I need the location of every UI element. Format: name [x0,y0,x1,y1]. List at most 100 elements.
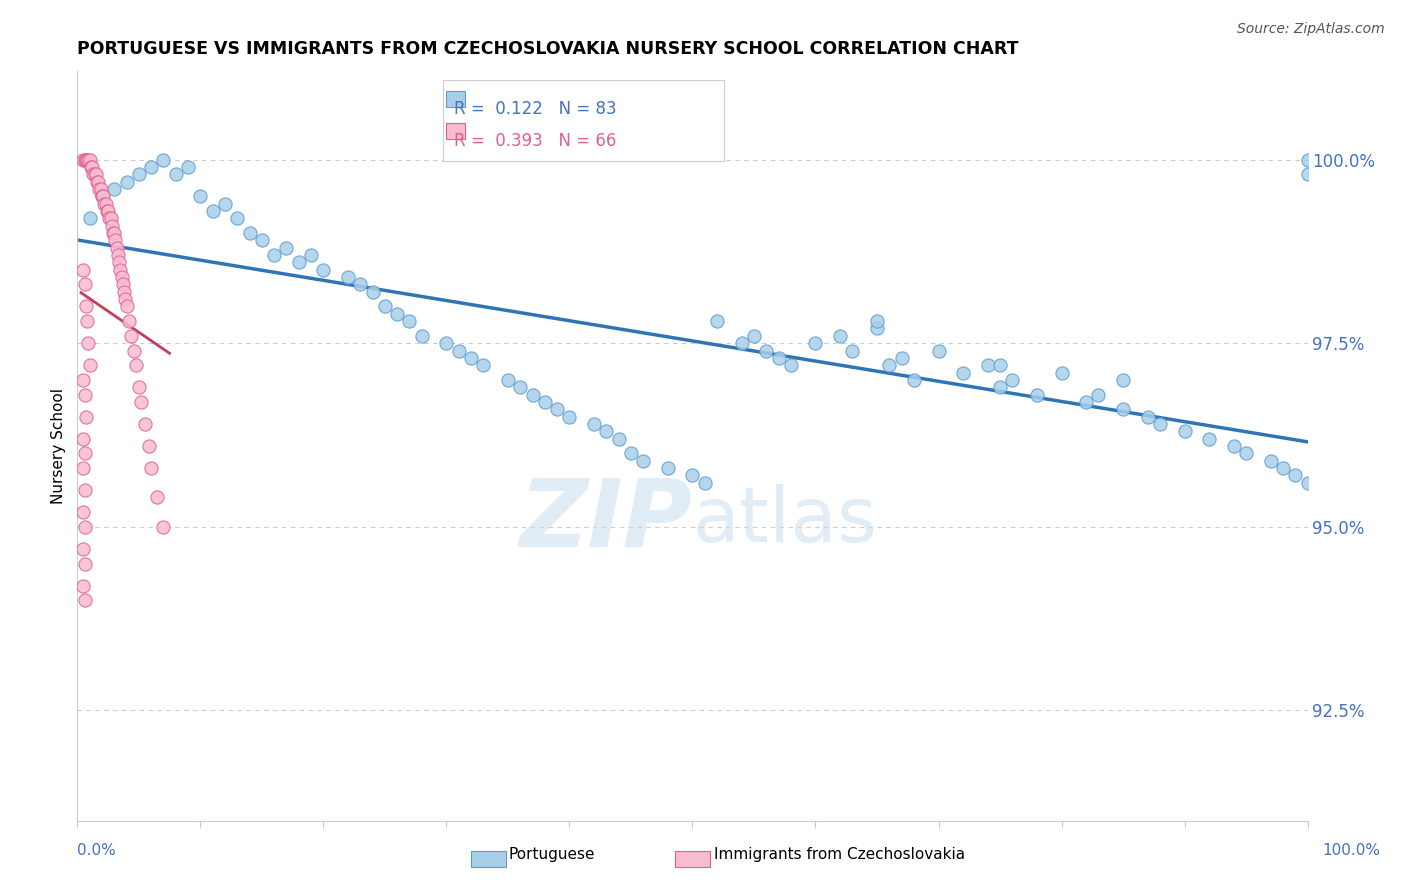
Point [72,153,94,167]
Point [111,277,134,292]
Point [128,167,150,181]
Point [72,373,94,387]
Text: atlas: atlas [693,484,877,558]
Point [1296,167,1319,181]
Point [86,175,108,189]
Point [1087,387,1109,401]
Point [988,380,1011,394]
Point [780,358,803,372]
Point [73,520,96,534]
Point [80,160,103,174]
Point [114,292,136,306]
Point [107,248,129,262]
Point [682,468,704,483]
Point [385,307,409,321]
Point [82,160,104,174]
Point [72,505,94,519]
Point [633,453,655,467]
Point [87,175,110,189]
Point [111,270,132,285]
Point [1198,432,1220,446]
Point [91,189,114,203]
Point [866,314,889,328]
Point [1112,373,1135,387]
Text: 100.0%: 100.0% [1323,843,1381,857]
Point [903,373,925,387]
Point [1296,153,1319,167]
Point [226,211,249,226]
Point [101,219,124,233]
Point [129,395,153,409]
Point [349,277,371,292]
Point [141,160,163,174]
Point [546,402,568,417]
Point [768,351,790,365]
Point [558,409,581,424]
Point [122,343,145,358]
Point [411,328,433,343]
Point [1223,439,1246,453]
Text: Immigrants from Czechoslovakia: Immigrants from Czechoslovakia [714,847,966,862]
Point [1076,395,1098,409]
Point [928,343,950,358]
Point [472,358,495,372]
Point [1112,402,1135,417]
Point [108,255,131,269]
Point [90,189,114,203]
Point [693,475,716,490]
Point [201,203,224,218]
Point [214,196,236,211]
Point [1284,468,1306,483]
Point [90,189,114,203]
Point [89,182,111,196]
Point [77,153,100,167]
Point [73,387,96,401]
Point [1174,425,1197,439]
Point [75,153,97,167]
Point [496,373,519,387]
Point [731,336,754,351]
Text: 0.0%: 0.0% [77,843,117,857]
Text: ZIP: ZIP [520,475,693,567]
Point [97,203,120,218]
Point [98,211,121,226]
Point [72,578,94,592]
Point [103,226,125,240]
Point [100,211,122,226]
Point [522,387,544,401]
Point [534,395,557,409]
Y-axis label: Nursery School: Nursery School [51,388,66,504]
Point [620,446,643,460]
Point [804,336,827,351]
Point [312,262,335,277]
Point [128,380,150,394]
Point [977,358,1000,372]
Point [112,285,135,299]
Point [141,461,163,475]
Point [72,262,94,277]
Point [398,314,420,328]
Point [1296,475,1319,490]
Point [73,483,96,497]
Point [72,541,94,556]
Point [706,314,728,328]
Point [75,409,97,424]
Point [1149,417,1171,431]
Point [72,461,94,475]
Point [93,196,115,211]
Point [73,153,96,167]
Point [595,425,617,439]
Point [82,167,104,181]
Point [118,314,141,328]
Point [152,153,174,167]
Point [607,432,630,446]
Point [742,328,765,343]
Point [115,175,138,189]
Point [1260,453,1282,467]
Point [361,285,384,299]
Point [337,270,360,285]
Point [1050,366,1073,380]
Point [1272,461,1295,475]
Point [250,233,273,247]
Point [76,153,98,167]
